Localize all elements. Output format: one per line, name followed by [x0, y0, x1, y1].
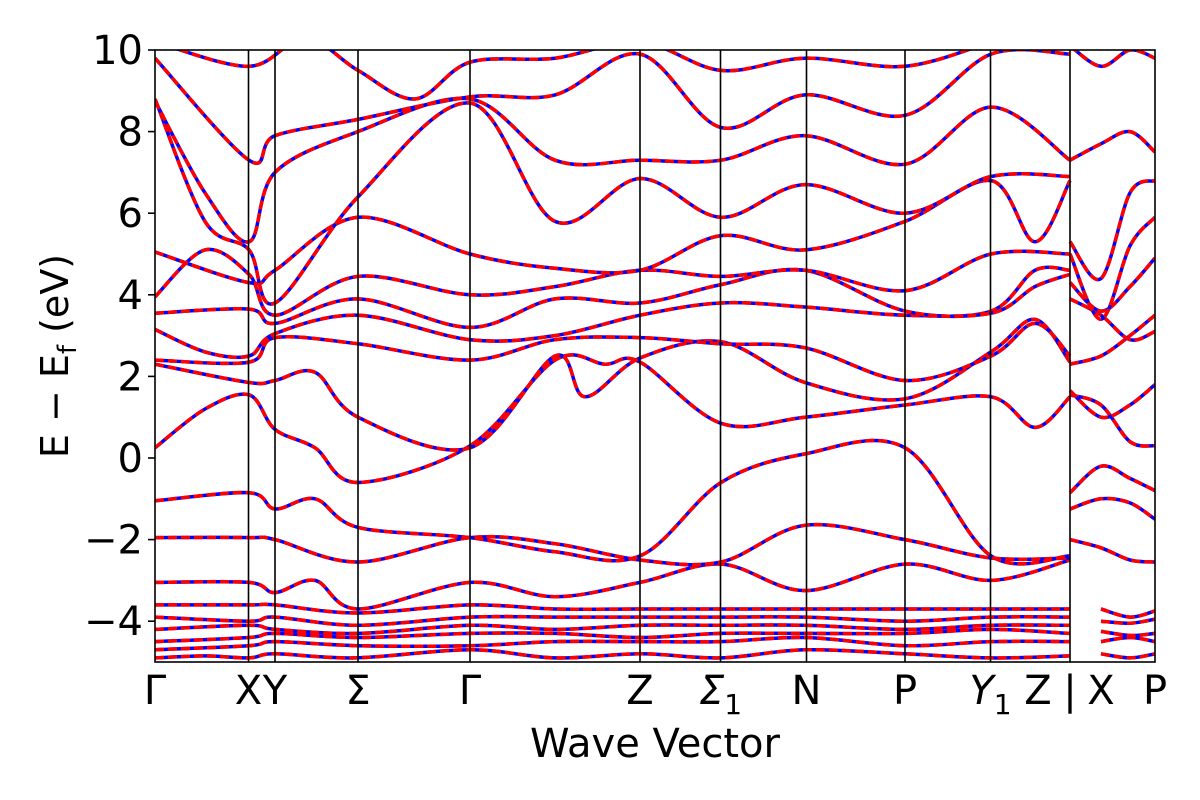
band-line-red — [155, 522, 1071, 567]
x-tick-label: N — [792, 668, 822, 714]
band-line-red — [1100, 652, 1155, 660]
band-line-red — [174, 50, 973, 101]
x-tick-label: X — [235, 668, 262, 714]
x-axis-ticks: Γ X Y Σ Γ Z Σ1 N P Y1 Z | X P — [144, 668, 1167, 721]
band-line-red — [155, 247, 1071, 317]
band-line-red — [1069, 393, 1155, 448]
y-tick-label: 10 — [92, 28, 143, 74]
band-line-red — [1069, 313, 1155, 366]
x-tick-label: Z — [626, 668, 653, 714]
band-line-red — [1072, 50, 1155, 69]
band-line-red — [1100, 607, 1155, 619]
band-line-red — [155, 438, 1071, 566]
band-line-red — [1100, 617, 1155, 625]
plot-frame — [154, 49, 1156, 663]
y-tick-label: −2 — [84, 518, 143, 564]
band-line-red — [1100, 629, 1155, 638]
x-tick-label: P — [893, 668, 917, 714]
band-line-red — [155, 317, 1072, 452]
band-line-red — [155, 50, 1071, 165]
band-line-red — [155, 178, 1072, 286]
band-line-blue — [1069, 129, 1155, 162]
x-tick-label: | — [1063, 668, 1076, 714]
band-line-blue — [174, 50, 973, 101]
band-line-blue — [1069, 496, 1155, 521]
x-tick-label: X — [1087, 668, 1114, 714]
y-tick-label: 8 — [118, 110, 143, 156]
band-line-red — [1100, 635, 1155, 644]
x-tick-label: Γ — [459, 668, 482, 714]
y-tick-label: 2 — [118, 354, 143, 400]
band-line-blue — [155, 50, 1071, 165]
band-line-red — [1069, 537, 1155, 564]
band-line-blue — [155, 321, 1072, 383]
band-line-blue — [155, 178, 1072, 286]
y-axis-label: E − Ef (eV) — [33, 254, 83, 458]
y-tick-label: 4 — [118, 273, 143, 319]
band-line-blue — [1068, 383, 1155, 420]
x-tick-label: Y1 — [969, 668, 1011, 721]
x-axis-label: Wave Vector — [530, 721, 781, 767]
x-tick-label: Γ — [144, 668, 167, 714]
y-axis-ticks: 10 8 6 4 2 0 −2 −4 — [84, 28, 155, 645]
x-tick-label: Z — [1024, 668, 1051, 714]
band-line-blue — [155, 96, 1072, 244]
band-line-red — [1069, 129, 1155, 162]
kpoint-boundaries — [247, 50, 1071, 662]
x-tick-label: Y — [262, 668, 288, 714]
band-line-red — [155, 96, 1072, 244]
band-line-red — [155, 321, 1072, 383]
x-tick-label: Σ1 — [699, 668, 742, 721]
band-line-red — [1068, 464, 1155, 495]
y-tick-label: 0 — [118, 436, 143, 482]
band-line-red — [155, 647, 1071, 660]
band-line-red — [1069, 297, 1155, 342]
band-line-red — [155, 267, 1071, 330]
band-line-red — [1068, 256, 1155, 313]
x-tick-label: P — [1143, 668, 1167, 714]
x-tick-label: Σ — [345, 668, 370, 714]
y-tick-label: 6 — [118, 191, 143, 237]
band-line-red — [1069, 496, 1155, 521]
bands-layer — [155, 50, 1155, 660]
band-line-red — [1068, 216, 1155, 322]
band-line-red — [1068, 178, 1155, 282]
y-tick-label: −4 — [84, 599, 143, 645]
band-line-red — [1068, 383, 1155, 420]
band-line-red — [155, 353, 1072, 485]
